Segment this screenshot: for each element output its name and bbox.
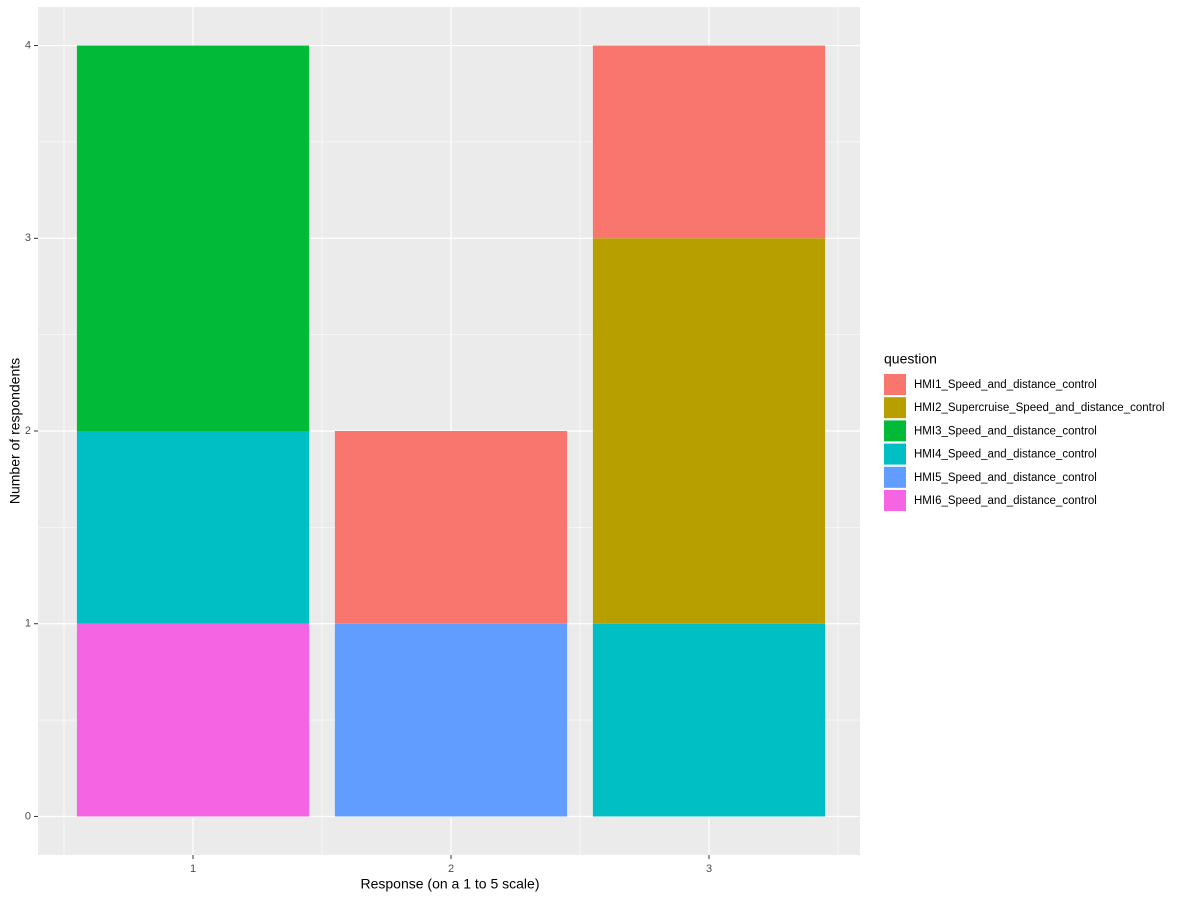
x-tick-label: 2 xyxy=(448,863,454,875)
legend-key xyxy=(884,374,906,395)
bar-segment xyxy=(334,623,568,817)
y-tick-label: 3 xyxy=(25,232,31,244)
legend-label: HMI1_Speed_and_distance_control xyxy=(914,379,1097,391)
legend-label: HMI2_Supercruise_Speed_and_distance_cont… xyxy=(914,402,1165,414)
y-axis-label: Number of respondents xyxy=(7,358,23,504)
bar-segment xyxy=(592,45,826,239)
legend-key xyxy=(884,466,906,488)
legend-key xyxy=(884,397,906,419)
legend-label: HMI6_Speed_and_distance_control xyxy=(914,495,1097,507)
legend-label: HMI3_Speed_and_distance_control xyxy=(914,425,1097,437)
y-tick-label: 4 xyxy=(25,39,31,51)
legend-label: HMI5_Speed_and_distance_control xyxy=(914,472,1097,484)
bars xyxy=(76,45,826,817)
legend-key xyxy=(884,490,906,511)
x-tick-label: 3 xyxy=(706,863,712,875)
bar-segment xyxy=(334,431,568,624)
bar-segment xyxy=(592,623,826,817)
bar-segment xyxy=(592,238,826,624)
y-tick-label: 0 xyxy=(25,810,31,822)
legend-key xyxy=(884,443,906,465)
legend-key xyxy=(884,420,906,442)
bar-segment xyxy=(76,431,310,624)
legend-title: question xyxy=(884,351,937,367)
y-tick-label: 1 xyxy=(25,618,31,630)
bar-segment xyxy=(76,623,310,817)
legend-label: HMI4_Speed_and_distance_control xyxy=(914,449,1097,461)
y-tick-label: 2 xyxy=(25,425,31,437)
x-tick-label: 1 xyxy=(190,863,196,875)
bar-segment xyxy=(76,45,310,431)
x-axis-label: Response (on a 1 to 5 scale) xyxy=(361,876,540,892)
